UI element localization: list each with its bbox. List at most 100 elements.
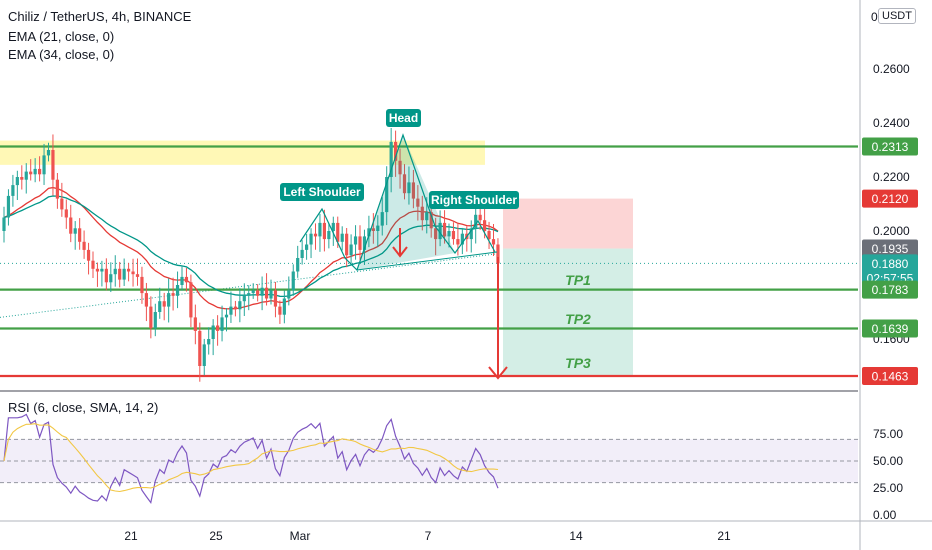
price-badge: 0.1463 <box>872 369 909 383</box>
candle-body <box>273 290 278 307</box>
candle-body <box>282 298 286 315</box>
target-zone <box>503 248 633 376</box>
neckline <box>356 251 498 271</box>
candle-body <box>242 295 246 302</box>
candle-body <box>394 141 398 161</box>
candle-body <box>371 228 375 231</box>
candle-body <box>407 182 411 194</box>
candle-body <box>291 271 295 291</box>
rsi-tick: 75.00 <box>873 427 903 441</box>
head-label-bg <box>386 109 421 127</box>
candle-body <box>122 268 126 280</box>
candle-body <box>167 293 171 307</box>
candle-body <box>318 222 322 237</box>
candle-body <box>367 228 371 237</box>
head-label: Head <box>389 111 418 125</box>
price-tick: 0.2600 <box>873 62 910 76</box>
candle-body <box>202 344 206 366</box>
candle-body <box>451 231 456 240</box>
candle-body <box>184 276 189 283</box>
candle-body <box>91 260 95 269</box>
candle-body <box>189 282 193 318</box>
candle-body <box>131 271 135 275</box>
target-label-2: TP2 <box>565 311 591 327</box>
candle-body <box>118 268 122 280</box>
target-label-3: TP3 <box>565 355 591 371</box>
ema34-line <box>3 195 499 298</box>
candle-body <box>180 276 184 285</box>
candle-body <box>73 228 77 234</box>
candle-body <box>135 274 140 277</box>
top-axis-tick: 0 <box>871 10 878 24</box>
candle-body <box>100 268 104 272</box>
time-tick: 14 <box>569 529 583 543</box>
candle-body <box>211 325 215 339</box>
price-badge-bg <box>862 319 918 338</box>
candle-body <box>442 222 447 237</box>
candle-body <box>269 290 273 299</box>
candle-body <box>434 228 438 240</box>
right-shoulder-label: Right Shoulder <box>431 193 517 207</box>
candle-body <box>247 293 251 296</box>
candle-body <box>127 268 131 272</box>
right-shoulder-label-bg <box>429 191 519 209</box>
candle-body <box>345 233 349 256</box>
candle-body <box>216 325 220 331</box>
candle-body <box>496 244 500 264</box>
candle-body <box>15 177 19 186</box>
candle-body <box>460 233 464 245</box>
candle-body <box>95 268 100 272</box>
candle-body <box>158 301 162 312</box>
time-tick: 25 <box>209 529 223 543</box>
price-tick: 0.2000 <box>873 224 910 238</box>
candle-body <box>420 206 424 221</box>
rsi-tick: 50.00 <box>873 454 903 468</box>
candle-body <box>233 306 237 310</box>
candle-body <box>327 231 331 240</box>
candle-body <box>402 174 407 194</box>
candle-body <box>313 233 318 237</box>
rsi-tick: 25.00 <box>873 481 903 495</box>
candle-body <box>376 225 380 231</box>
candle-body <box>491 239 496 245</box>
price-badge-bg <box>862 137 918 156</box>
candle-body <box>64 209 68 218</box>
price-badge: 0.2313 <box>872 140 909 154</box>
candle-body <box>82 241 86 250</box>
candle-body <box>305 244 309 250</box>
candle-body <box>2 217 6 231</box>
candle-body <box>6 195 11 218</box>
candle-body <box>349 244 353 256</box>
candle-body <box>331 222 335 231</box>
candle-body <box>33 168 37 175</box>
candle-body <box>385 177 389 213</box>
candle-body <box>238 301 242 310</box>
time-tick: 7 <box>425 529 432 543</box>
price-badge-bg <box>862 254 918 287</box>
candle-body <box>193 317 197 331</box>
candle-body <box>251 290 255 294</box>
candle-body <box>380 212 384 226</box>
candle-body <box>198 330 202 366</box>
candle-body <box>153 312 157 329</box>
ema21-legend: EMA (21, close, 0) <box>8 29 115 44</box>
candle-body <box>487 231 491 240</box>
candle-body <box>425 212 429 221</box>
candle-body <box>411 182 415 199</box>
candle-body <box>207 339 211 345</box>
price-badge-bg <box>862 239 918 258</box>
candle-body <box>11 185 15 196</box>
candle-body <box>224 314 229 318</box>
candle-body <box>398 160 402 175</box>
trend-dotted-line <box>0 253 496 318</box>
candle-body <box>60 198 64 210</box>
price-badge-bg <box>862 280 918 299</box>
candle-body <box>46 150 51 156</box>
candle-body <box>278 306 282 315</box>
currency-selector[interactable]: USDT <box>878 8 916 24</box>
candle-body <box>438 222 442 240</box>
price-tick: 0.2400 <box>873 116 910 130</box>
candle-body <box>171 293 175 296</box>
candle-body <box>144 293 148 307</box>
